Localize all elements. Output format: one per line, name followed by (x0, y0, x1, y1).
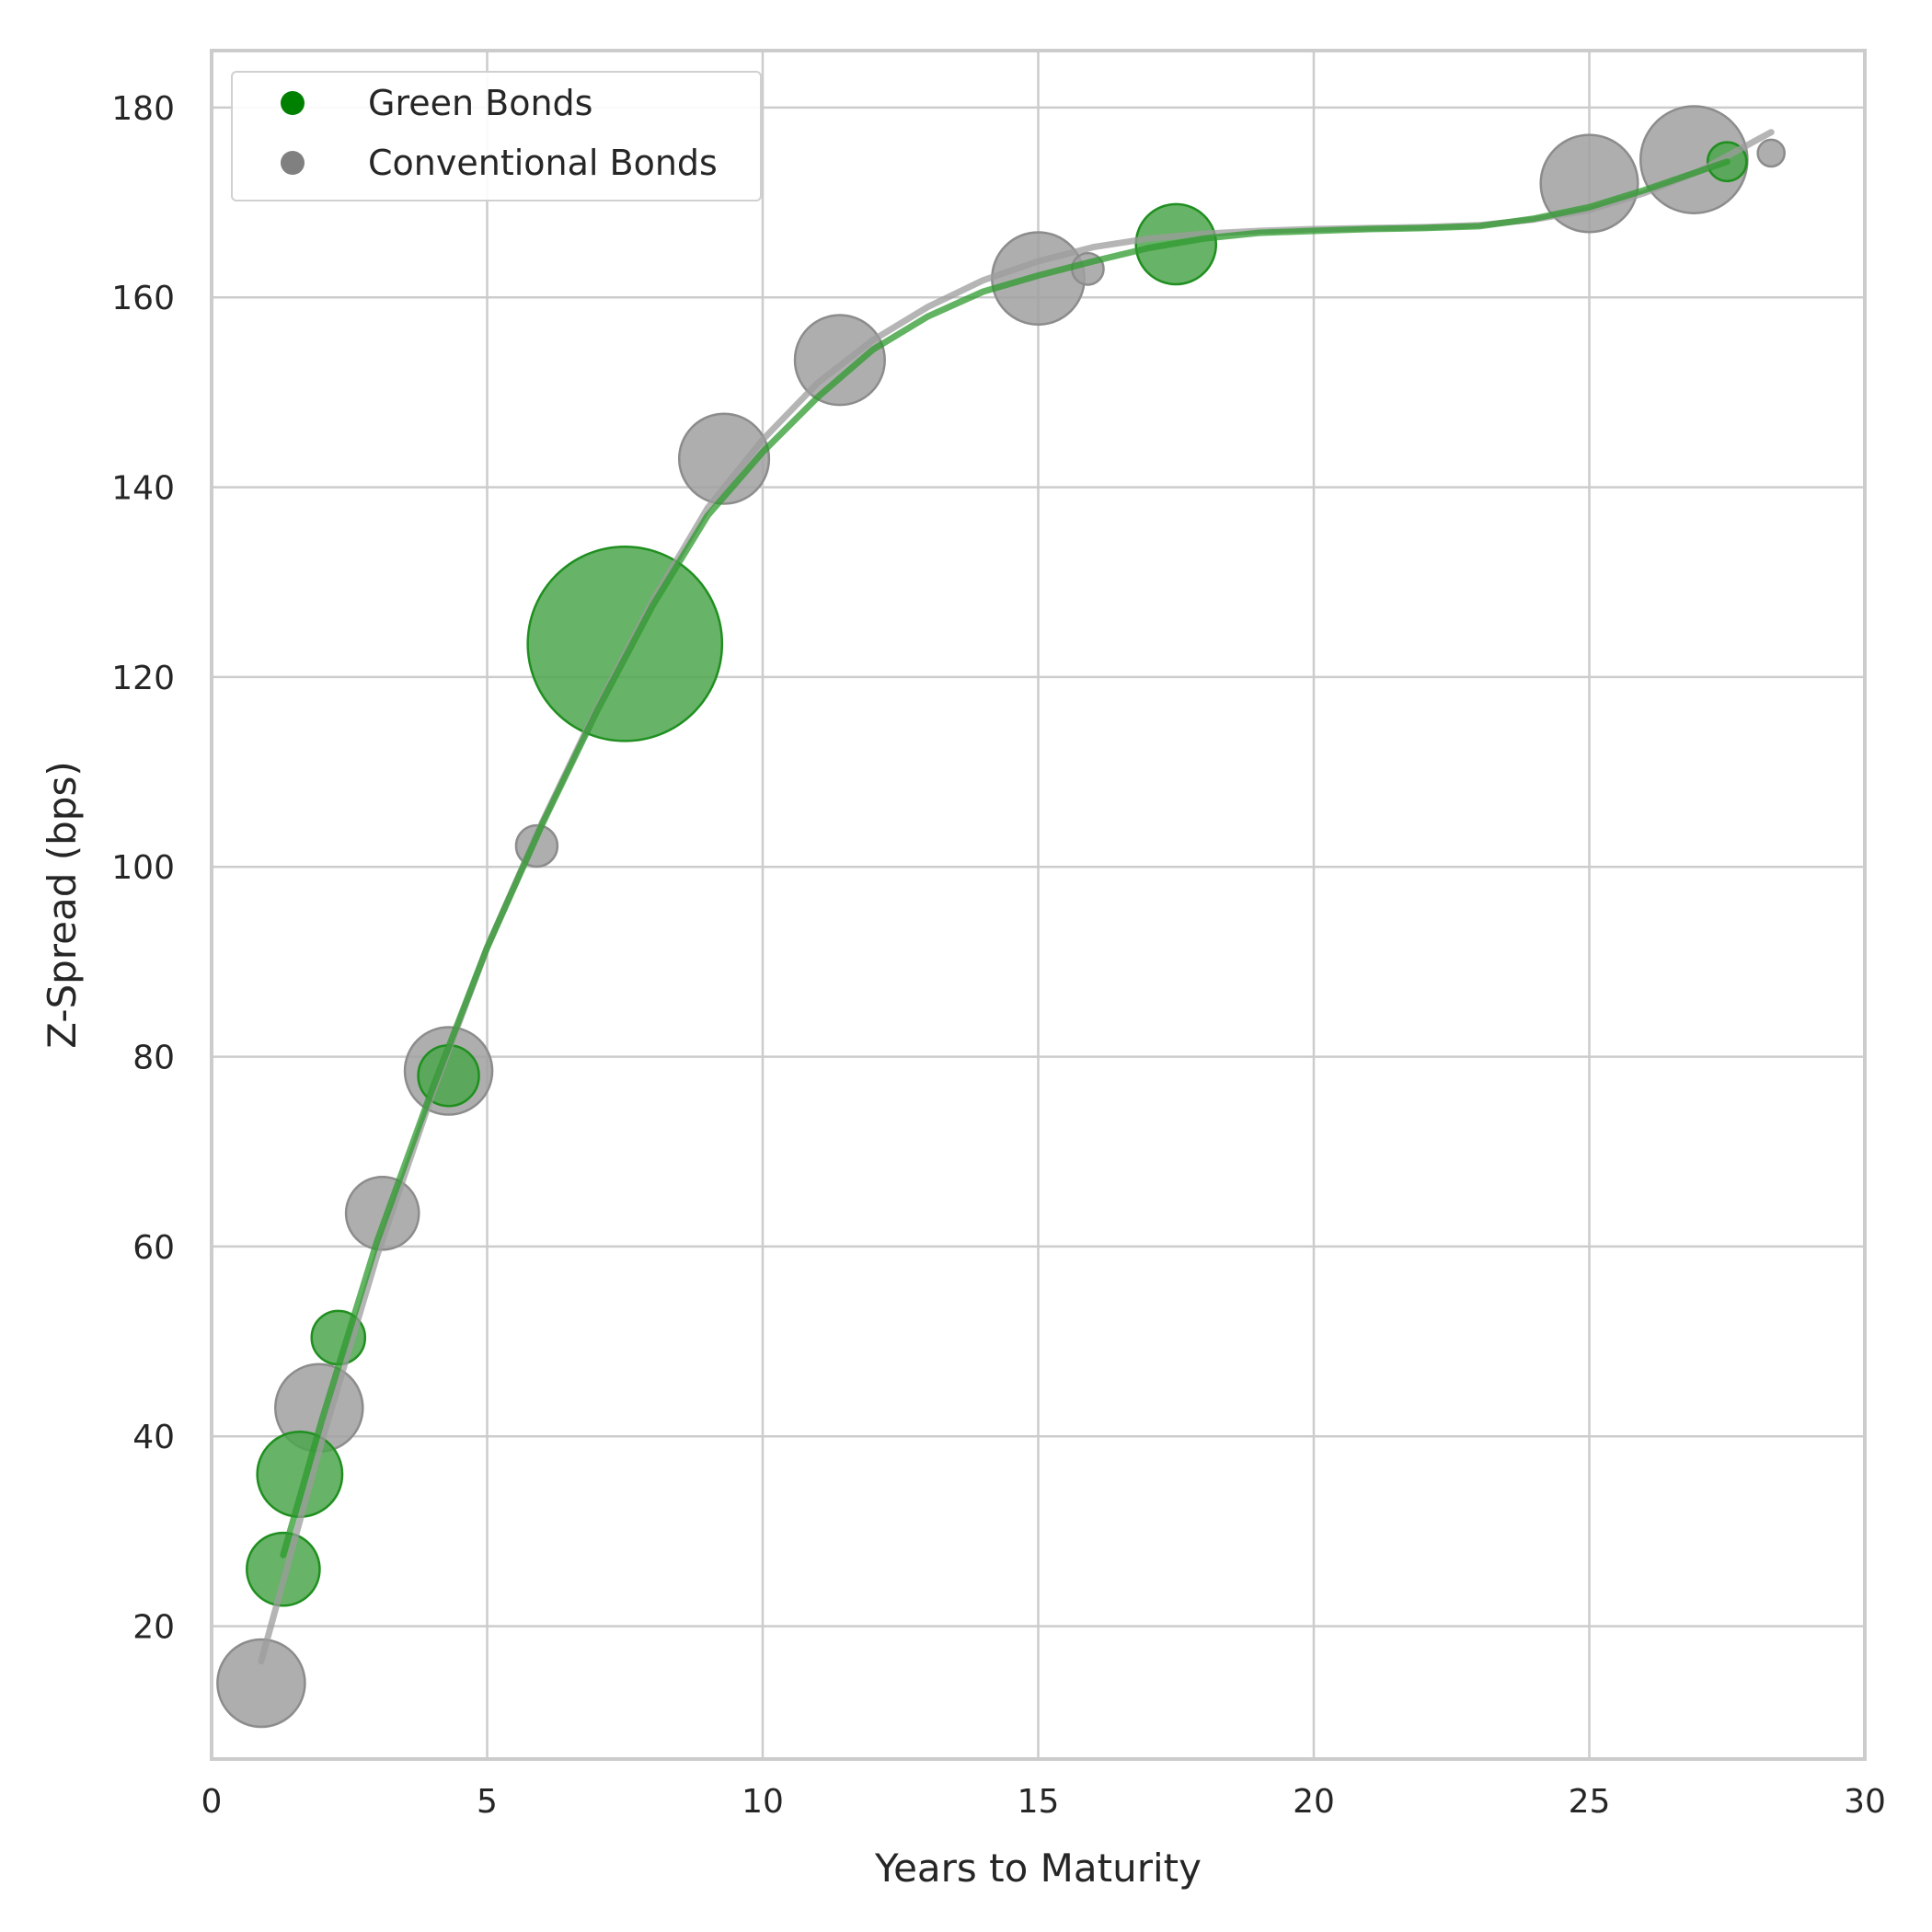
conventional-bond-point (1756, 138, 1786, 168)
x-tick-label: 15 (1018, 1783, 1060, 1821)
legend-marker-conventional-bonds (281, 151, 305, 175)
y-tick-label: 100 (111, 849, 175, 887)
y-tick-label: 180 (111, 90, 175, 128)
x-axis-label: Years to Maturity (874, 1846, 1202, 1891)
x-tick-label: 10 (742, 1783, 784, 1821)
y-tick-labels: 20 40 60 80 100 120 140 160 180 (111, 90, 175, 1647)
legend-label-green-bonds: Green Bonds (368, 83, 592, 123)
x-tick-label: 0 (201, 1783, 223, 1821)
plot-frame (210, 49, 1867, 1761)
conventional-bond-point (1539, 133, 1639, 234)
y-tick-label: 140 (111, 470, 175, 508)
x-tick-label: 5 (477, 1783, 498, 1821)
legend-label-conventional-bonds: Conventional Bonds (368, 143, 718, 183)
x-tick-label: 25 (1569, 1783, 1611, 1821)
legend: Green Bonds Conventional Bonds (231, 71, 762, 201)
y-tick-label: 60 (132, 1229, 175, 1267)
conventional-bond-point (677, 412, 771, 505)
y-tick-label: 120 (111, 660, 175, 697)
x-tick-labels: 0 5 10 15 20 25 30 (201, 1783, 1886, 1821)
legend-box (231, 71, 762, 201)
scatter-points (216, 105, 1786, 1729)
x-tick-label: 30 (1844, 1783, 1886, 1821)
y-tick-label: 40 (132, 1419, 175, 1456)
y-axis-label: Z-Spread (bps) (40, 761, 85, 1048)
y-tick-label: 80 (132, 1040, 175, 1077)
green-bond-fit-curve (280, 158, 1731, 1558)
x-tick-label: 20 (1293, 1783, 1335, 1821)
y-tick-label: 20 (132, 1609, 175, 1647)
y-tick-label: 160 (111, 280, 175, 317)
conventional-bond-point (216, 1638, 306, 1729)
legend-marker-green-bonds (281, 91, 305, 115)
green-bond-point (526, 545, 724, 742)
